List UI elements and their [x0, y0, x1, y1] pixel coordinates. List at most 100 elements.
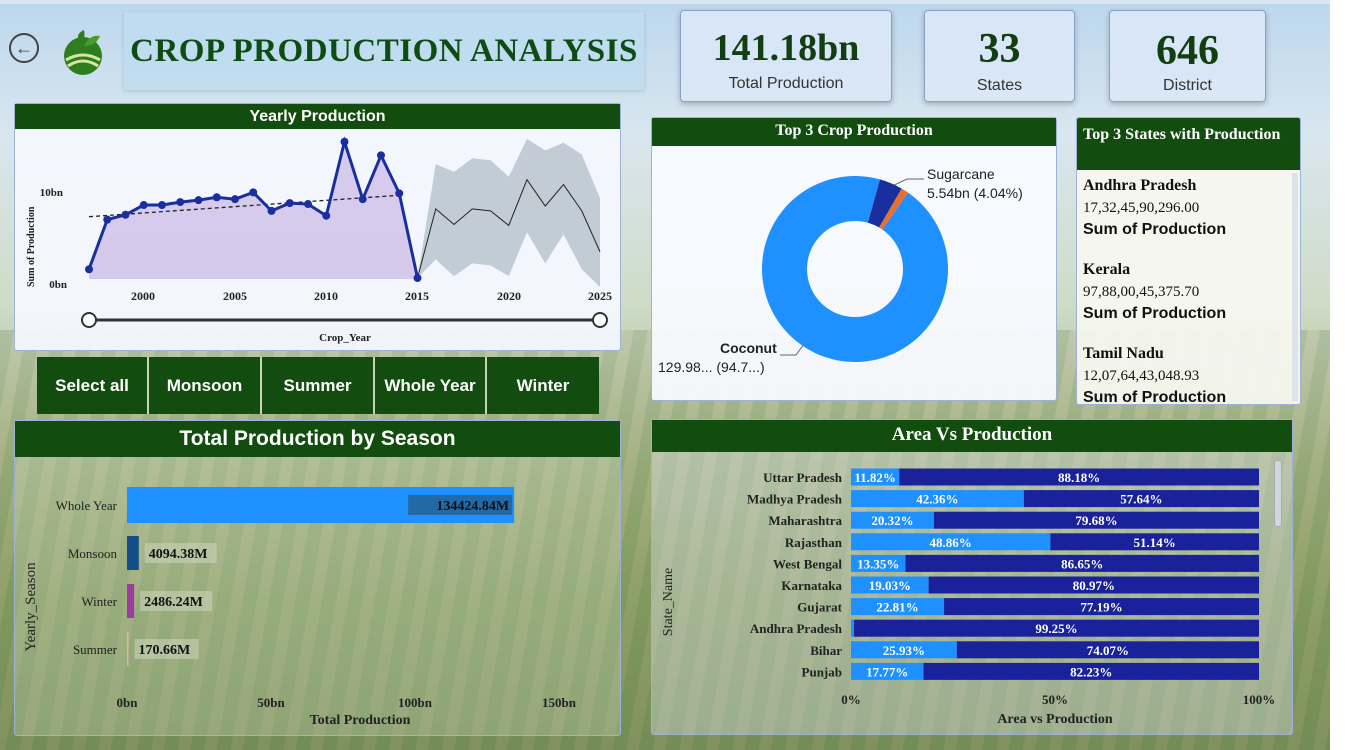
production-point	[285, 199, 294, 208]
production-share-bar	[899, 468, 1259, 486]
production-share-label: 74.07%	[1087, 643, 1129, 658]
yearly-xtick-2020: 2020	[497, 289, 521, 303]
kpi-states-label: States	[976, 77, 1023, 94]
state-category-label: Madhya Pradesh	[747, 492, 843, 507]
coconut-value: 129.98... (94.7...)	[658, 359, 765, 375]
slicer-whole-year[interactable]: Whole Year	[375, 357, 487, 414]
production-point	[158, 201, 166, 210]
state-value: 12,07,64,43,048.93	[1083, 368, 1200, 384]
state-name: Kerala	[1083, 261, 1131, 278]
season-xtick-0bn: 0bn	[117, 695, 139, 710]
production-share-label: 57.64%	[1120, 492, 1162, 507]
season-bar	[127, 584, 135, 618]
area-share-label: 19.03%	[869, 578, 911, 593]
production-point	[377, 151, 385, 160]
season-data-label-bg	[134, 639, 199, 659]
state-category-label: West Bengal	[773, 556, 842, 571]
area-share-bar	[851, 554, 906, 572]
top-strip	[0, 0, 1345, 4]
state-label: Sum of Production	[1083, 305, 1227, 322]
state-category-label: Gujarat	[797, 600, 842, 615]
area-share-bar	[851, 662, 924, 680]
areavs-ylabel: State_Name	[661, 568, 676, 636]
area-share-label: 11.82%	[854, 470, 896, 485]
production-share-label: 77.19%	[1080, 600, 1122, 615]
yearly-xtick-2005: 2005	[223, 289, 247, 303]
crop-field-logo-icon	[60, 26, 106, 76]
state-category-label: Uttar Pradesh	[763, 470, 843, 485]
kpi-total-production-card: 141.18bn Total Production	[680, 10, 892, 102]
season-data-label: 170.66M	[139, 643, 191, 658]
back-arrow-icon[interactable]: ←	[9, 33, 39, 63]
production-share-label: 79.68%	[1075, 513, 1117, 528]
year-range-slider-start-handle[interactable]	[81, 312, 97, 328]
slicer-monsoon[interactable]: Monsoon	[149, 357, 262, 414]
season-bar	[127, 536, 139, 570]
yearly-production-chart: Sum of Production 10bn 0bn 2000 2005 201…	[26, 136, 612, 344]
season-category-label: Whole Year	[56, 498, 118, 513]
yearly-ytick-10bn: 10bn	[40, 187, 63, 199]
area-share-label: 13.35%	[857, 556, 899, 571]
state-label: Sum of Production	[1083, 221, 1227, 238]
kpi-district-card: 646 District	[1109, 10, 1266, 102]
production-share-bar	[933, 511, 1259, 529]
season-data-label-bg	[144, 543, 217, 563]
area-share-label: 48.86%	[930, 535, 972, 550]
area-share-bar	[851, 619, 855, 637]
top3-states-title: Top 3 States with Production	[1077, 118, 1300, 170]
production-share-label: 82.23%	[1070, 664, 1112, 679]
production-point	[304, 200, 312, 209]
season-slicer: Select all Monsoon Summer Whole Year Win…	[37, 357, 599, 414]
state-category-label: Rajasthan	[785, 535, 843, 550]
production-point	[413, 274, 422, 283]
state-category-label: Karnataka	[781, 578, 842, 593]
state-card-tamil-nadu: Tamil Nadu 12,07,64,43,048.93 Sum of Pro…	[1077, 344, 1300, 405]
state-card-andhra-pradesh: Andhra Pradesh 17,32,45,90,296.00 Sum of…	[1077, 176, 1300, 240]
forecast-line	[417, 178, 601, 279]
season-data-label-bg	[408, 495, 513, 515]
state-label: Sum of Production	[1083, 389, 1227, 405]
season-ylabel: Yearly_Season	[23, 562, 39, 652]
area-share-label: 20.32%	[871, 513, 913, 528]
states-scrollbar[interactable]	[1292, 173, 1298, 401]
donut-slice-other	[879, 188, 908, 230]
area-vs-production-scrollbar[interactable]	[1274, 460, 1282, 527]
production-share-bar	[854, 619, 1259, 637]
top3-crop-panel: Top 3 Crop Production Sugarcane 5.54bn (…	[651, 117, 1057, 401]
coconut-label: Coconut	[720, 340, 777, 356]
state-category-label: Bihar	[810, 643, 842, 658]
production-share-bar	[956, 641, 1259, 659]
season-category-label: Monsoon	[68, 546, 118, 561]
area-vs-production-panel: Area Vs Production State_Name 0% 50% 100…	[651, 419, 1293, 735]
slicer-select-all[interactable]: Select all	[37, 357, 149, 414]
slicer-summer[interactable]: Summer	[262, 357, 375, 414]
season-category-label: Winter	[81, 594, 117, 609]
season-production-panel: Total Production by Season Yearly_Season…	[14, 420, 621, 736]
season-xtick-100bn: 100bn	[398, 695, 433, 710]
forecast-confidence-band	[417, 138, 600, 287]
yearly-xlabel: Crop_Year	[319, 332, 371, 344]
production-share-bar	[1023, 490, 1259, 508]
production-point	[176, 198, 185, 207]
year-range-slider-end-handle[interactable]	[592, 312, 608, 328]
sugarcane-value: 5.54bn (4.04%)	[927, 185, 1023, 201]
top3-crop-title: Top 3 Crop Production	[652, 118, 1056, 146]
production-point	[340, 137, 349, 146]
sugarcane-label: Sugarcane	[927, 166, 995, 182]
production-point	[85, 265, 93, 274]
kpi-total-production-label: Total Production	[728, 75, 844, 92]
production-share-bar	[905, 554, 1259, 572]
kpi-states-card: 33 States	[924, 10, 1075, 102]
area-share-bar	[851, 468, 900, 486]
season-bar	[127, 487, 515, 523]
state-card-kerala: Kerala 97,88,00,45,375.70 Sum of Product…	[1077, 260, 1300, 324]
yearly-xtick-2000: 2000	[131, 289, 155, 303]
season-data-label-bg	[140, 591, 213, 611]
yearly-xtick-2025: 2025	[588, 289, 612, 303]
area-share-bar	[851, 511, 934, 529]
donut-slice-coconut	[762, 176, 948, 362]
yearly-ylabel: Sum of Production	[26, 206, 37, 287]
production-point	[249, 188, 258, 197]
area-share-label: 17.77%	[866, 664, 908, 679]
slicer-winter[interactable]: Winter	[487, 357, 599, 414]
